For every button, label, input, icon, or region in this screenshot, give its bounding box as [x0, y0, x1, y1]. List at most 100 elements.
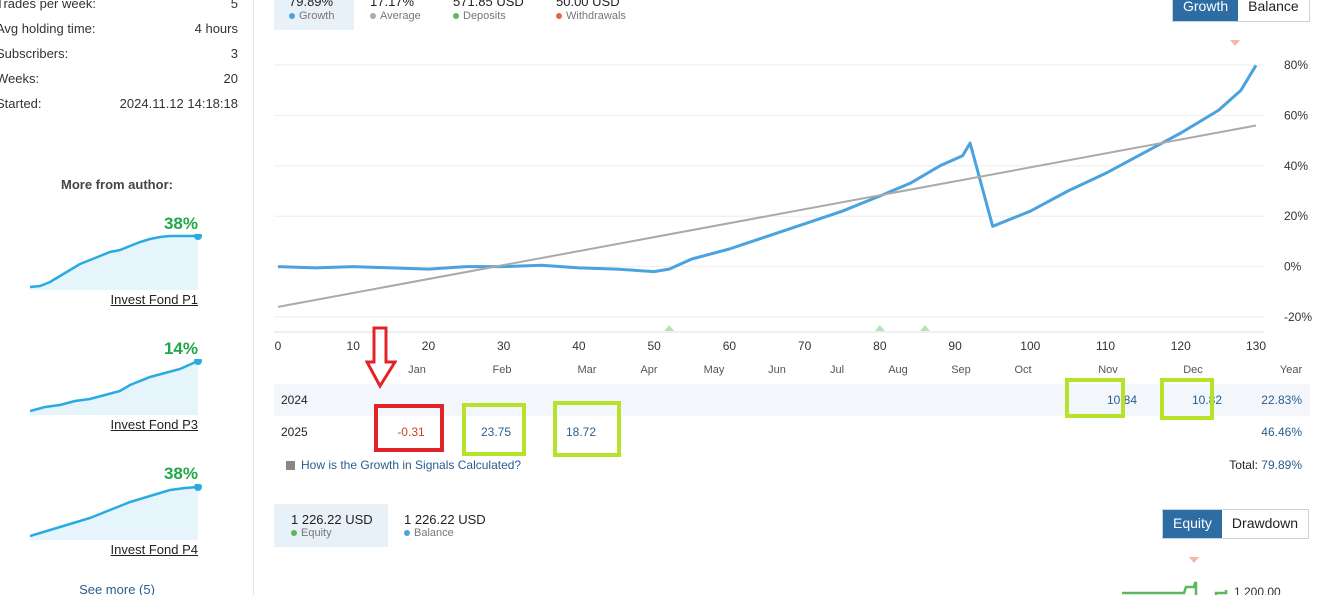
author-name-link[interactable]: Invest Fond P1 — [110, 292, 198, 307]
equity-toggle-button[interactable]: Equity — [1163, 510, 1222, 538]
balance-toggle-button[interactable]: Balance — [1238, 0, 1309, 21]
withdrawal-marker-icon — [1189, 557, 1199, 563]
legend-label: Equity — [301, 527, 332, 539]
growth-chart: 80% 60% 40% 20% 0% -20% 0 10 20 30 40 50 60 70 80 90 100… — [274, 40, 1312, 353]
growth-toggle-button[interactable]: Growth — [1173, 0, 1239, 21]
author-growth: 38% — [163, 464, 198, 483]
y-tick-label: -20% — [1284, 310, 1312, 324]
main-panel: 79.89% Growth 17.17% Average 571.85 USD … — [254, 0, 1319, 595]
growth-help-link[interactable]: How is the Growth in Signals Calculated? — [286, 458, 521, 472]
legend-deposits[interactable]: 571.85 USD Deposits — [453, 0, 524, 22]
withdrawal-marker-icon — [1230, 40, 1240, 46]
stat-value: 20 — [223, 71, 238, 86]
total-growth: Total: 79.89% — [1229, 458, 1302, 472]
x-tick-label: 60 — [723, 339, 737, 353]
author-card-p1[interactable]: 38% Invest Fond P1 — [30, 214, 202, 324]
total-value: 79.89% — [1261, 458, 1302, 472]
month-header: Jul — [829, 364, 845, 376]
legend-value: 17.17% — [370, 0, 415, 9]
table-row-2025: 2025 -0.31 23.75 18.72 46.46% — [274, 416, 1310, 448]
author-card-p4[interactable]: 38% Invest Fond P4 — [30, 464, 202, 574]
cell-year-total: 22.83% — [1261, 393, 1302, 407]
cell-mar: 18.72 — [565, 425, 597, 439]
x-tick-label: 110 — [1096, 339, 1115, 353]
stat-value: 4 hours — [194, 21, 238, 36]
see-more-link[interactable]: See more (5) — [79, 582, 155, 595]
x-tick-label: 120 — [1171, 339, 1191, 353]
stat-avg-holding-time: Avg holding time: 4 hours — [0, 21, 238, 41]
series-line-average — [277, 124, 1257, 308]
legend-value: 571.85 USD — [453, 0, 524, 9]
x-tick-label: 70 — [798, 339, 812, 353]
stat-started: Started: 2024.11.12 14:18:18 — [0, 96, 238, 116]
legend-equity[interactable]: 1 226.22 USD Equity — [291, 512, 373, 539]
month-header: Oct — [1014, 364, 1032, 376]
x-tick-label: 80 — [873, 339, 887, 353]
author-sparkline — [30, 484, 202, 540]
stat-label: Weeks: — [0, 71, 40, 86]
x-tick-label: 130 — [1246, 339, 1266, 353]
month-header: Year — [1279, 364, 1303, 376]
legend-label: Deposits — [463, 10, 506, 22]
legend-balance[interactable]: 1 226.22 USD Balance — [404, 512, 486, 539]
stat-subscribers: Subscribers: 3 — [0, 46, 238, 66]
month-header: Nov — [1098, 364, 1118, 376]
legend-growth-active-bg — [274, 0, 354, 30]
x-tick-label: 0 — [275, 339, 282, 353]
author-growth: 14% — [163, 339, 198, 358]
stat-label: Subscribers: — [0, 46, 69, 61]
cell-jan: -0.31 — [397, 425, 425, 439]
deposit-marker-icon — [664, 325, 675, 331]
total-label: Total: — [1229, 458, 1258, 472]
highlight-box-green — [462, 403, 526, 456]
row-year: 2025 — [281, 425, 308, 439]
x-tick-label: 10 — [347, 339, 361, 353]
author-name-link[interactable]: Invest Fond P4 — [110, 542, 198, 557]
month-header: Apr — [640, 364, 658, 376]
chart-toggle-bottom: Equity Drawdown — [1162, 509, 1310, 539]
legend-value: 79.89% — [289, 0, 334, 9]
cell-dec: 10.82 — [1191, 393, 1223, 407]
month-header: Mar — [577, 364, 597, 376]
highlight-box-green — [1160, 378, 1214, 420]
cell-feb: 23.75 — [480, 425, 512, 439]
legend-dot-icon — [453, 13, 459, 20]
legend-withdrawals[interactable]: 50.00 USD Withdrawals — [556, 0, 626, 22]
drawdown-toggle-button[interactable]: Drawdown — [1221, 510, 1309, 538]
y-tick-label: 20% — [1284, 209, 1308, 223]
author-sparkline — [30, 359, 202, 415]
author-name-link[interactable]: Invest Fond P3 — [110, 417, 198, 432]
legend-average[interactable]: 17.17% Average — [370, 0, 421, 22]
y-tick-label: 0% — [1284, 260, 1302, 274]
legend-value: 1 226.22 USD — [291, 512, 373, 527]
equity-legend-active-bg — [274, 504, 388, 547]
stat-value: 5 — [230, 0, 238, 11]
month-header: Sep — [951, 364, 971, 376]
help-icon — [286, 461, 295, 471]
legend-dot-icon — [556, 13, 562, 20]
chart-toggle-top: Growth Balance — [1172, 0, 1310, 22]
legend-dot-icon — [291, 530, 297, 537]
legend-growth[interactable]: 79.89% Growth — [289, 0, 334, 22]
legend-value: 50.00 USD — [556, 0, 620, 9]
legend-label: Withdrawals — [566, 10, 626, 22]
more-from-author-title: More from author: — [61, 177, 173, 192]
equity-y-tick: 1 200.00 — [1234, 585, 1281, 595]
equity-chart-preview: 1 200.00 — [1122, 557, 1281, 595]
author-sparkline — [30, 234, 202, 290]
x-tick-label: 50 — [647, 339, 661, 353]
author-card-p3[interactable]: 14% Invest Fond P3 — [30, 339, 202, 449]
highlight-box-red — [374, 404, 444, 452]
annotation-arrow-icon — [365, 326, 397, 389]
deposit-marker-icon — [919, 325, 930, 331]
stat-value: 2024.11.12 14:18:18 — [119, 96, 238, 111]
stat-label: Started: — [0, 96, 42, 111]
legend-label: Growth — [299, 10, 335, 22]
author-growth: 38% — [163, 214, 198, 233]
legend-value: 1 226.22 USD — [404, 512, 486, 527]
stat-label: Avg holding time: — [0, 21, 96, 36]
stat-weeks: Weeks: 20 — [0, 71, 238, 91]
series-line-growth — [277, 64, 1258, 274]
month-header: Dec — [1183, 364, 1203, 376]
x-tick-label: 100 — [1020, 339, 1040, 353]
